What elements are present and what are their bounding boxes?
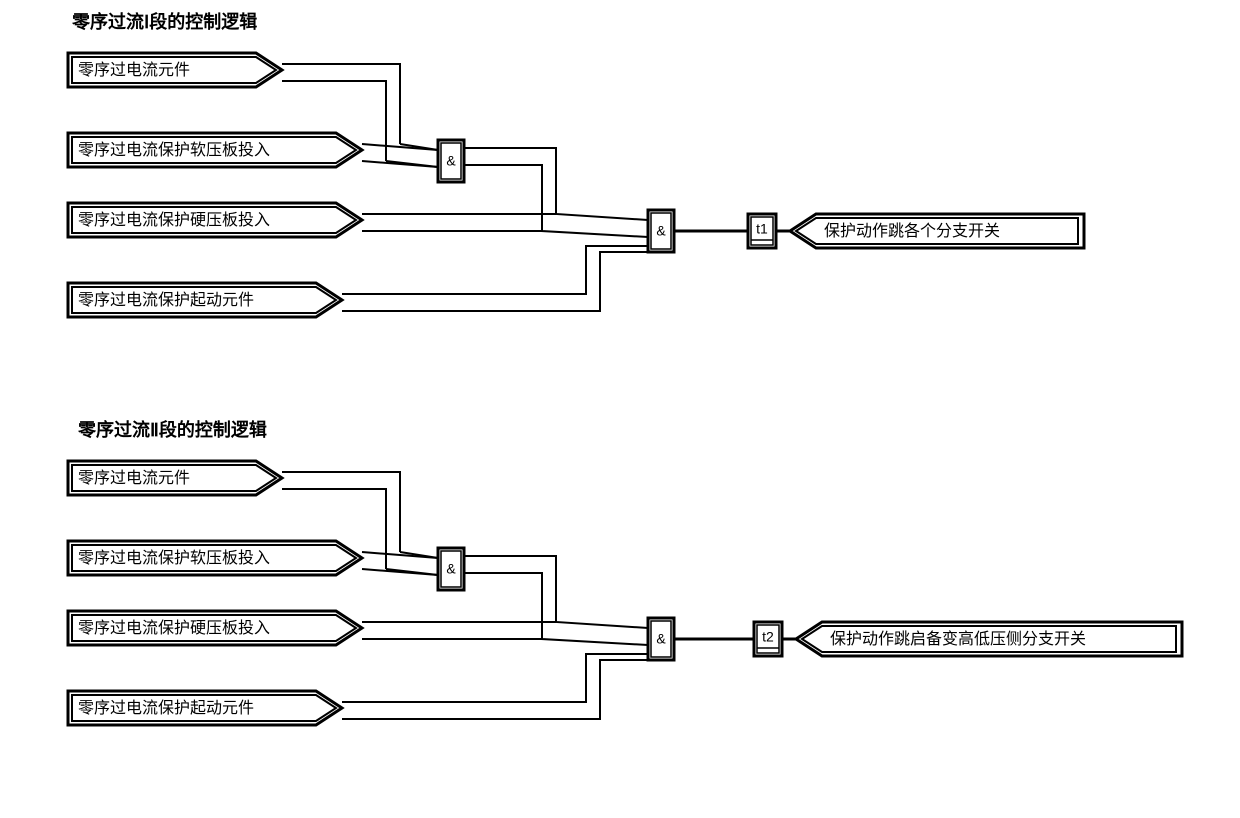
svg-text:&: & xyxy=(656,223,666,239)
svg-text:零序过电流元件: 零序过电流元件 xyxy=(78,469,190,487)
svg-text:t2: t2 xyxy=(762,629,774,645)
svg-text:&: & xyxy=(656,631,666,647)
svg-text:零序过电流保护软压板投入: 零序过电流保护软压板投入 xyxy=(78,549,270,567)
svg-text:&: & xyxy=(446,153,456,169)
svg-text:零序过流Ⅱ段的控制逻辑: 零序过流Ⅱ段的控制逻辑 xyxy=(77,419,267,440)
svg-text:零序过电流保护硬压板投入: 零序过电流保护硬压板投入 xyxy=(78,619,270,637)
svg-text:零序过电流元件: 零序过电流元件 xyxy=(78,61,190,79)
logic-diagram: 零序过流Ⅰ段的控制逻辑零序过电流元件零序过电流保护软压板投入零序过电流保护硬压板… xyxy=(0,0,1240,818)
svg-text:零序过流Ⅰ段的控制逻辑: 零序过流Ⅰ段的控制逻辑 xyxy=(71,11,257,32)
svg-text:保护动作跳启备变高低压侧分支开关: 保护动作跳启备变高低压侧分支开关 xyxy=(830,630,1086,648)
svg-text:t1: t1 xyxy=(756,221,768,237)
svg-text:零序过电流保护起动元件: 零序过电流保护起动元件 xyxy=(78,291,254,309)
svg-text:&: & xyxy=(446,561,456,577)
svg-text:保护动作跳各个分支开关: 保护动作跳各个分支开关 xyxy=(824,222,1000,240)
svg-text:零序过电流保护硬压板投入: 零序过电流保护硬压板投入 xyxy=(78,211,270,229)
svg-text:零序过电流保护软压板投入: 零序过电流保护软压板投入 xyxy=(78,141,270,159)
svg-text:零序过电流保护起动元件: 零序过电流保护起动元件 xyxy=(78,699,254,717)
